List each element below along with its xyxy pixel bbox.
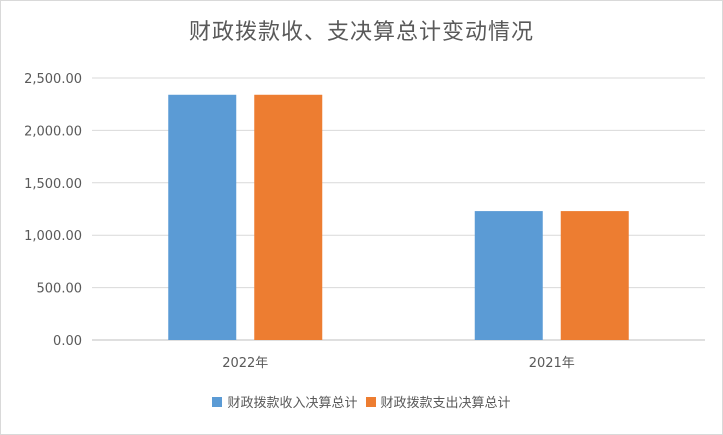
x-category-label: 2021年 (529, 356, 575, 371)
y-tick-label: 2,000.00 (24, 124, 82, 139)
legend-swatch-income (212, 396, 223, 407)
y-tick-label: 500.00 (37, 282, 83, 297)
legend-swatch-expense (365, 396, 376, 407)
legend-label-income: 财政拨款收入决算总计 (227, 396, 358, 411)
y-axis-ticks: 0.00 500.00 1,000.00 1,500.00 2,000.00 2,500.… (24, 72, 82, 349)
legend: 财政拨款收入决算总计 财政拨款支出决算总计 (0, 392, 723, 411)
bar-expense-0 (254, 94, 323, 340)
y-tick-label: 1,500.00 (24, 177, 82, 192)
y-tick-label: 1,000.00 (24, 229, 82, 244)
y-tick-label: 2,500.00 (24, 72, 82, 87)
legend-item-income: 财政拨款收入决算总计 (212, 392, 358, 411)
y-tick-label: 0.00 (53, 334, 82, 349)
chart-title: 财政拨款收、支决算总计变动情况 (188, 20, 534, 45)
bar-expense-1 (560, 211, 629, 340)
legend-item-expense: 财政拨款支出决算总计 (365, 392, 511, 411)
bar-income-1 (474, 211, 543, 340)
bar-income-0 (168, 94, 237, 340)
x-axis-categories: 2022年 2021年 (222, 356, 575, 371)
bars (168, 94, 629, 340)
x-category-label: 2022年 (222, 356, 268, 371)
legend-label-expense: 财政拨款支出决算总计 (380, 396, 511, 411)
